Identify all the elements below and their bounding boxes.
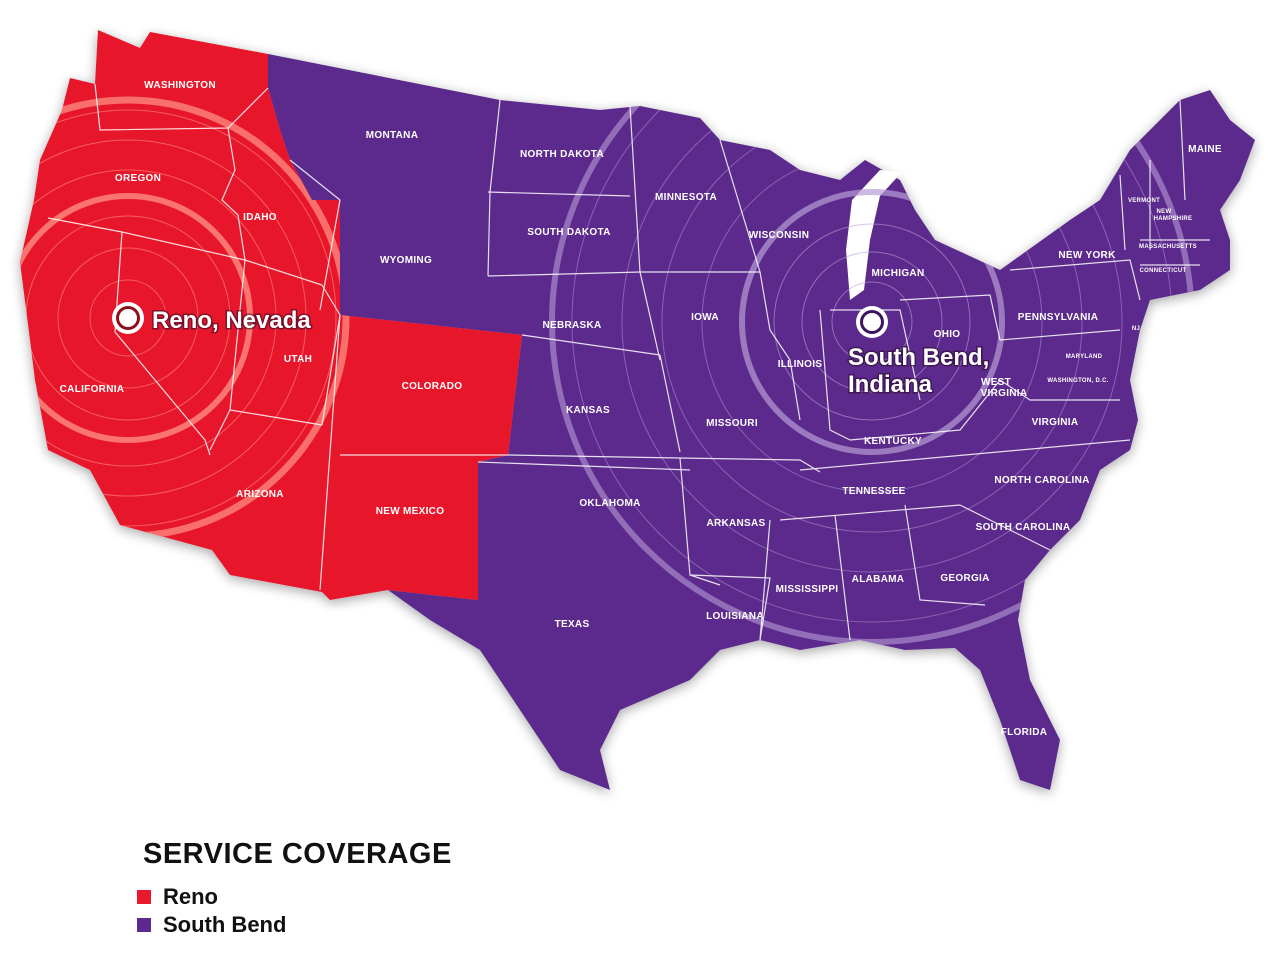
reno-marker-dot — [119, 309, 137, 327]
state-label-connecticut: CONNECTICUT — [1140, 268, 1187, 274]
state-label-washington: WASHINGTON — [144, 80, 216, 91]
state-label-montana: MONTANA — [366, 130, 418, 141]
state-label-oklahoma: OKLAHOMA — [579, 498, 640, 509]
state-label-maine: MAINE — [1188, 144, 1222, 155]
state-label-minnesota: MINNESOTA — [655, 192, 717, 203]
state-label-mississippi: MISSISSIPPI — [776, 584, 839, 595]
state-label-colorado: COLORADO — [402, 381, 463, 392]
state-label-iowa: IOWA — [691, 312, 719, 323]
state-label-kentucky: KENTUCKY — [864, 436, 922, 447]
us-coverage-map: WASHINGTON OREGON IDAHO CALIFORNIA UTAH … — [20, 30, 1255, 790]
south-bend-city-label-line1: South Bend, — [848, 344, 989, 371]
legend-swatch-south-bend — [137, 918, 151, 932]
state-label-west-virginia-line2: VIRGINIA — [981, 388, 1028, 399]
state-label-washington-dc: WASHINGTON, D.C. — [1047, 378, 1108, 384]
legend-item-reno: Reno — [137, 883, 452, 911]
state-label-kansas: KANSAS — [566, 405, 610, 416]
state-label-missouri: MISSOURI — [706, 418, 758, 429]
state-label-pennsylvania: PENNSYLVANIA — [1018, 312, 1098, 323]
south-bend-city-label-line2: Indiana — [848, 371, 933, 398]
state-label-new-york: NEW YORK — [1058, 250, 1116, 261]
south-bend-marker-dot — [863, 313, 881, 331]
state-label-wyoming: WYOMING — [380, 255, 432, 266]
state-label-north-dakota: NORTH DAKOTA — [520, 149, 604, 160]
state-label-tennessee: TENNESSEE — [842, 486, 905, 497]
state-label-georgia: GEORGIA — [940, 573, 989, 584]
reno-region — [20, 30, 522, 600]
state-label-louisiana: LOUISIANA — [706, 611, 764, 622]
south-bend-marker: South Bend, Indiana — [847, 306, 991, 400]
state-labels: WASHINGTON OREGON IDAHO CALIFORNIA UTAH … — [60, 80, 1222, 738]
state-label-new-hampshire-line1: NEW — [1157, 209, 1172, 215]
legend-title: SERVICE COVERAGE — [143, 838, 452, 870]
state-label-arizona: ARIZONA — [236, 489, 284, 500]
state-label-vermont: VERMONT — [1128, 198, 1160, 204]
state-label-new-jersey: NJ — [1132, 326, 1140, 332]
legend-label-reno: Reno — [163, 884, 218, 909]
state-label-south-carolina: SOUTH CAROLINA — [976, 522, 1071, 533]
state-label-massachusetts: MASSACHUSETTS — [1139, 244, 1197, 250]
state-label-arkansas: ARKANSAS — [706, 518, 765, 529]
state-label-west-virginia-line1: WEST — [981, 377, 1011, 388]
state-label-new-mexico: NEW MEXICO — [376, 506, 445, 517]
state-label-north-carolina: NORTH CAROLINA — [994, 475, 1089, 486]
state-label-south-dakota: SOUTH DAKOTA — [527, 227, 610, 238]
state-label-alabama: ALABAMA — [852, 574, 905, 585]
state-label-wisconsin: WISCONSIN — [749, 230, 809, 241]
state-label-illinois: ILLINOIS — [778, 359, 823, 370]
state-label-texas: TEXAS — [555, 619, 590, 630]
legend-item-south-bend: South Bend — [137, 911, 452, 939]
reno-marker: Reno, Nevada — [112, 302, 313, 336]
state-label-oregon: OREGON — [115, 173, 161, 184]
state-label-new-hampshire-line2: HAMPSHIRE — [1154, 216, 1193, 222]
reno-city-label: Reno, Nevada — [152, 307, 311, 334]
state-label-michigan: MICHIGAN — [872, 268, 925, 279]
state-label-utah: UTAH — [284, 354, 312, 365]
great-lakes — [846, 170, 902, 300]
state-label-ohio: OHIO — [934, 329, 961, 340]
state-label-maryland: MARYLAND — [1066, 354, 1103, 360]
state-label-virginia: VIRGINIA — [1032, 417, 1079, 428]
state-label-nebraska: NEBRASKA — [542, 320, 601, 331]
state-label-florida: FLORIDA — [1001, 727, 1048, 738]
legend-label-south-bend: South Bend — [163, 912, 287, 937]
legend-swatch-reno — [137, 890, 151, 904]
state-borders — [47, 83, 1210, 641]
state-label-california: CALIFORNIA — [60, 384, 125, 395]
state-label-idaho: IDAHO — [243, 212, 277, 223]
south-bend-region — [268, 54, 1255, 790]
map-legend: SERVICE COVERAGE Reno South Bend — [137, 838, 452, 939]
